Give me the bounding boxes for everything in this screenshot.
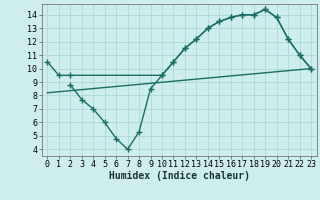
X-axis label: Humidex (Indice chaleur): Humidex (Indice chaleur) [109,171,250,181]
